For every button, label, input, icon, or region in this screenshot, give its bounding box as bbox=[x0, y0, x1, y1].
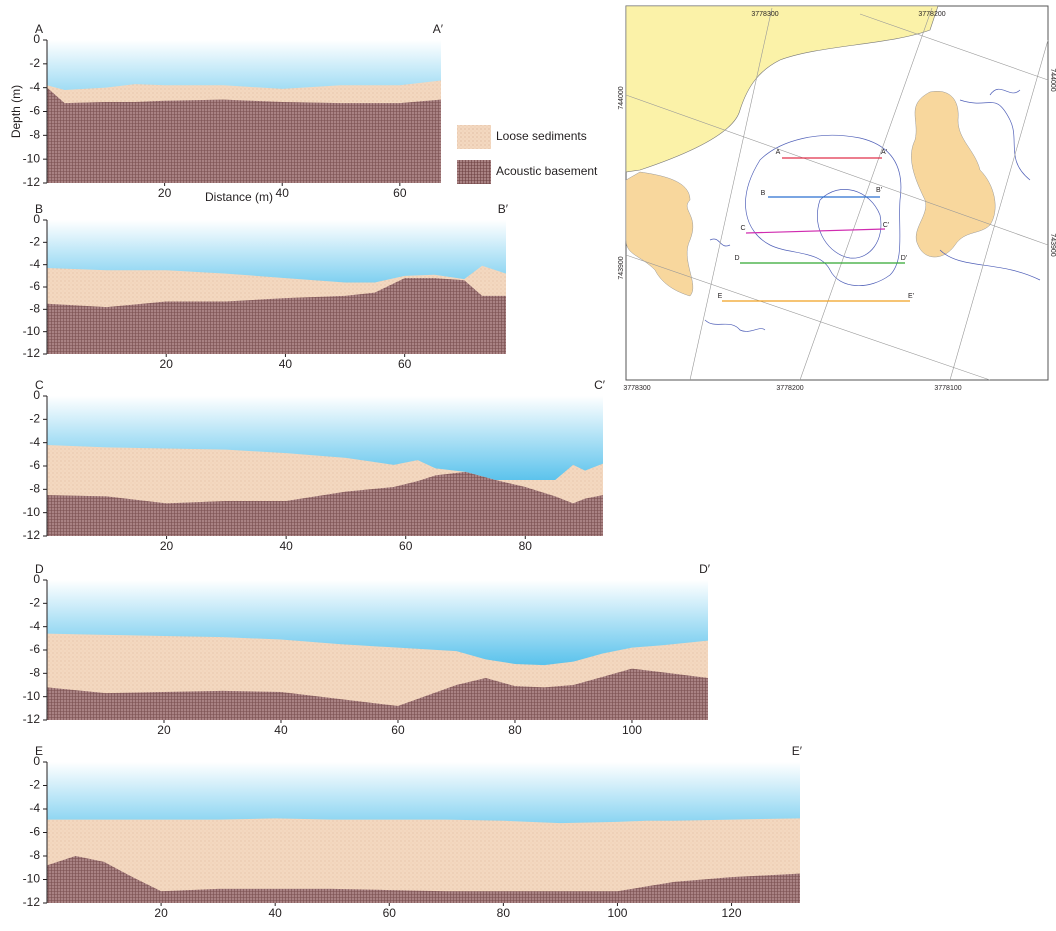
y-tick-label: -8 bbox=[29, 482, 40, 496]
x-tick-label: 100 bbox=[607, 906, 627, 920]
x-tick-label: 60 bbox=[398, 357, 412, 371]
x-tick-label: 60 bbox=[383, 906, 397, 920]
y-tick-label: -4 bbox=[29, 435, 40, 449]
y-tick-label: -4 bbox=[29, 619, 40, 633]
x-tick-label: 60 bbox=[399, 539, 413, 553]
y-tick-label: -4 bbox=[29, 257, 40, 271]
y-tick-label: -2 bbox=[29, 235, 40, 249]
y-tick-label: -6 bbox=[29, 279, 40, 293]
y-tick-label: -2 bbox=[29, 56, 40, 70]
x-tick-label: 40 bbox=[279, 539, 293, 553]
profile-label: D bbox=[734, 255, 739, 262]
profile-label: E bbox=[718, 293, 723, 300]
y-tick-label: -6 bbox=[29, 825, 40, 839]
y-axis-label: Depth (m) bbox=[9, 85, 23, 138]
profile-label: C' bbox=[883, 222, 889, 229]
x-tick-label: 20 bbox=[157, 723, 171, 737]
x-tick-label: 40 bbox=[274, 723, 288, 737]
profile-label: B' bbox=[876, 187, 882, 194]
figure: 3778300 3778200 744000 743900 744000 743900 37… bbox=[0, 0, 1056, 931]
x-tick-label: 20 bbox=[158, 186, 172, 200]
section-start-label: B bbox=[35, 202, 43, 216]
y-tick-label: -2 bbox=[29, 412, 40, 426]
location-map: 3778300 3778200 744000 743900 744000 743900 37… bbox=[618, 6, 1056, 392]
y-tick-label: -6 bbox=[29, 642, 40, 656]
map-grid-label: 3778300 bbox=[751, 11, 778, 18]
y-tick-label: -10 bbox=[23, 872, 41, 886]
x-tick-label: 80 bbox=[519, 539, 533, 553]
y-tick-label: -12 bbox=[23, 528, 41, 542]
x-tick-label: 80 bbox=[508, 723, 522, 737]
section-end-label: D′ bbox=[699, 562, 711, 576]
y-tick-label: -4 bbox=[29, 80, 40, 94]
x-tick-label: 20 bbox=[160, 357, 174, 371]
map-grid-label: 743900 bbox=[618, 256, 625, 279]
y-tick-label: -2 bbox=[29, 596, 40, 610]
y-tick-label: -12 bbox=[23, 346, 41, 360]
y-tick-label: -10 bbox=[23, 324, 41, 338]
profile-label: C bbox=[740, 225, 745, 232]
y-tick-label: -2 bbox=[29, 778, 40, 792]
x-tick-label: 60 bbox=[391, 723, 405, 737]
y-tick-label: -8 bbox=[29, 848, 40, 862]
map-grid-label: 3778300 bbox=[623, 385, 650, 392]
map-grid-label: 3778100 bbox=[934, 385, 961, 392]
y-tick-label: -8 bbox=[29, 302, 40, 316]
map-grid-label: 744000 bbox=[1049, 68, 1056, 91]
profile-label: A' bbox=[881, 149, 887, 156]
y-tick-label: -12 bbox=[23, 712, 41, 726]
x-tick-label: 20 bbox=[154, 906, 168, 920]
section-end-label: E′ bbox=[792, 744, 803, 758]
y-tick-label: -10 bbox=[23, 689, 41, 703]
y-tick-label: -10 bbox=[23, 505, 41, 519]
y-tick-label: -12 bbox=[23, 895, 41, 909]
y-tick-label: -6 bbox=[29, 104, 40, 118]
x-tick-label: 40 bbox=[279, 357, 293, 371]
profile-label: D' bbox=[901, 255, 907, 262]
section-end-label: B′ bbox=[498, 202, 509, 216]
map-grid-label: 744000 bbox=[618, 86, 625, 109]
legend-texture bbox=[457, 125, 491, 149]
y-tick-label: -10 bbox=[23, 151, 41, 165]
legend-label: Acoustic basement bbox=[496, 164, 598, 178]
y-tick-label: -8 bbox=[29, 666, 40, 680]
legend-label: Loose sediments bbox=[496, 129, 587, 143]
x-axis-label: Distance (m) bbox=[205, 190, 273, 204]
section-end-label: C′ bbox=[594, 378, 606, 392]
legend-texture bbox=[457, 160, 491, 184]
y-tick-label: -4 bbox=[29, 801, 40, 815]
map-grid-label: 3778200 bbox=[776, 385, 803, 392]
map-grid-label: 3778200 bbox=[918, 11, 945, 18]
x-tick-label: 120 bbox=[722, 906, 742, 920]
map-grid-label: 743900 bbox=[1049, 233, 1056, 256]
x-tick-label: 100 bbox=[622, 723, 642, 737]
section-start-label: A bbox=[35, 22, 43, 36]
profile-label: E' bbox=[908, 293, 914, 300]
section-start-label: C bbox=[35, 378, 44, 392]
section-end-label: A′ bbox=[433, 22, 444, 36]
x-tick-label: 60 bbox=[393, 186, 407, 200]
profile-label: A bbox=[776, 149, 781, 156]
y-tick-label: -12 bbox=[23, 175, 41, 189]
x-tick-label: 20 bbox=[160, 539, 174, 553]
x-tick-label: 40 bbox=[269, 906, 283, 920]
section-start-label: E bbox=[35, 744, 43, 758]
x-tick-label: 80 bbox=[497, 906, 511, 920]
profile-label: B bbox=[761, 190, 766, 197]
y-tick-label: -8 bbox=[29, 128, 40, 142]
y-tick-label: -6 bbox=[29, 458, 40, 472]
section-start-label: D bbox=[35, 562, 44, 576]
x-tick-label: 40 bbox=[276, 186, 290, 200]
